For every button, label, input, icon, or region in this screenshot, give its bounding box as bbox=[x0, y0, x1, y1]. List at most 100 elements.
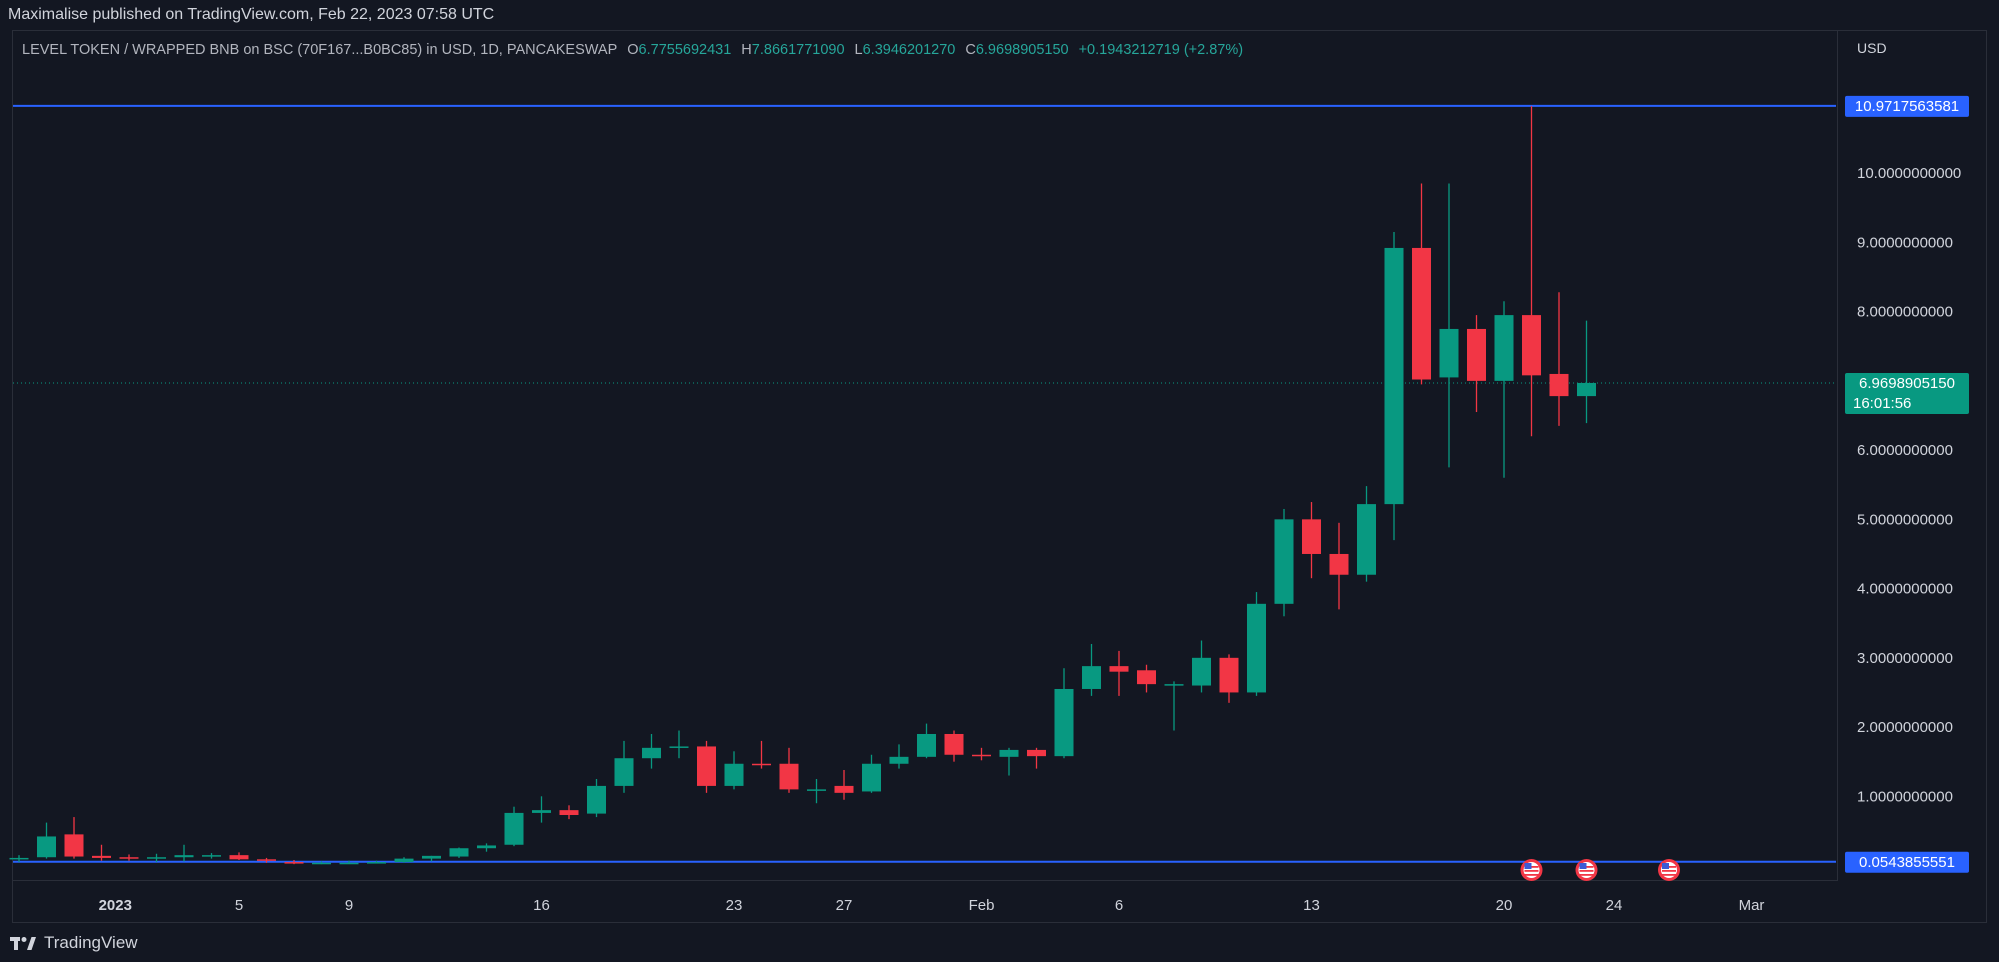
candle-body bbox=[1357, 504, 1376, 575]
time-axis-divider bbox=[13, 880, 1837, 881]
time-tick-label: 27 bbox=[836, 897, 853, 914]
time-tick-label: 2023 bbox=[99, 897, 132, 914]
time-tick-label: 23 bbox=[726, 897, 743, 914]
candle-body bbox=[1467, 328, 1486, 381]
candle-body bbox=[779, 763, 799, 790]
candle-body bbox=[1219, 657, 1239, 693]
candle-body bbox=[284, 862, 304, 864]
candle-body bbox=[1439, 328, 1459, 378]
bar-countdown-label: 16:01:56 bbox=[1853, 395, 1911, 412]
candle-body bbox=[9, 857, 29, 860]
horizontal-line-tag bbox=[1845, 851, 1969, 873]
price-tick-label: 4.0000000000 bbox=[1857, 581, 1953, 598]
candle-body bbox=[477, 845, 496, 849]
candle-body bbox=[752, 763, 771, 766]
candle-body bbox=[339, 862, 359, 865]
chart-legend: LEVEL TOKEN / WRAPPED BNB on BSC (70F167… bbox=[22, 42, 1243, 58]
candle-body bbox=[669, 746, 689, 748]
footer: TradingView bbox=[0, 923, 1999, 962]
price-tick-label: 8.0000000000 bbox=[1857, 304, 1953, 321]
horizontal-line-tag bbox=[1845, 95, 1969, 117]
candle-body bbox=[1522, 315, 1541, 376]
candle-body bbox=[229, 855, 249, 860]
candle-body bbox=[834, 785, 854, 793]
legend-close-label: C bbox=[965, 42, 976, 58]
candle-body bbox=[1247, 603, 1266, 693]
event-flag-stripe bbox=[1579, 874, 1594, 876]
candle-body bbox=[559, 810, 579, 815]
price-tick-label: 9.0000000000 bbox=[1857, 234, 1953, 251]
currency-label[interactable]: USD bbox=[1857, 40, 1887, 56]
candle-body bbox=[1302, 519, 1321, 554]
candle-body bbox=[999, 749, 1019, 757]
time-tick-label: 9 bbox=[345, 897, 353, 914]
price-tags: 10.9717563581 0.0543855551 6.9698905150 16:… bbox=[1845, 95, 1969, 873]
price-tick-label: 3.0000000000 bbox=[1857, 650, 1953, 667]
time-tick-label: 6 bbox=[1115, 897, 1123, 914]
candle-body bbox=[119, 857, 139, 859]
event-flag-stripe bbox=[1579, 870, 1594, 872]
candle-body bbox=[1164, 684, 1184, 686]
horizontal-line-label: 10.9717563581 bbox=[1855, 98, 1959, 115]
candle-body bbox=[1384, 247, 1404, 505]
candle-body bbox=[972, 754, 991, 757]
event-flag-stripe bbox=[1662, 870, 1676, 872]
candle-body bbox=[1054, 688, 1074, 757]
us-flag-event-icon[interactable] bbox=[1520, 859, 1543, 881]
candle-body bbox=[1549, 373, 1569, 397]
candle-body bbox=[642, 747, 661, 759]
time-tick-label: Feb bbox=[969, 897, 995, 914]
price-tick-label: 10.0000000000 bbox=[1857, 165, 1961, 182]
price-tick-label: 6.0000000000 bbox=[1857, 442, 1953, 459]
candle-body bbox=[312, 862, 331, 865]
footer-brand[interactable]: TradingView bbox=[44, 932, 138, 952]
candle-body bbox=[1027, 749, 1046, 757]
legend-low-value: 6.3946201270 bbox=[862, 42, 956, 58]
candle-body bbox=[1494, 315, 1514, 381]
candle-body bbox=[889, 756, 909, 764]
tradingview-logo-icon[interactable] bbox=[10, 935, 36, 951]
candle-body bbox=[697, 746, 716, 786]
candle-body bbox=[587, 785, 606, 814]
candle-body bbox=[92, 855, 111, 858]
candle-body bbox=[257, 859, 276, 861]
candle-body bbox=[862, 763, 881, 792]
candle-body bbox=[1274, 519, 1294, 604]
candle-body bbox=[202, 855, 221, 857]
event-flag-canton bbox=[1524, 863, 1532, 869]
price-tick-label: 1.0000000000 bbox=[1857, 788, 1953, 805]
candle-body bbox=[504, 812, 524, 845]
candle-body bbox=[37, 836, 56, 858]
candle-body bbox=[1412, 247, 1431, 380]
candle-body bbox=[1082, 666, 1101, 689]
candle-body bbox=[1577, 382, 1596, 397]
us-flag-event-icon[interactable] bbox=[1575, 859, 1598, 881]
candle-body bbox=[807, 789, 826, 791]
legend-low-label: L bbox=[854, 42, 863, 58]
horizontal-line-label: 0.0543855551 bbox=[1859, 854, 1955, 871]
candle-body bbox=[422, 855, 441, 859]
event-flag-canton bbox=[1662, 863, 1669, 869]
price-tick-label: 2.0000000000 bbox=[1857, 719, 1953, 736]
candle-body bbox=[1329, 553, 1349, 575]
candle-body bbox=[449, 848, 469, 857]
legend-symbol[interactable]: LEVEL TOKEN / WRAPPED BNB on BSC (70F167… bbox=[22, 42, 618, 58]
last-price-label: 6.9698905150 bbox=[1859, 375, 1955, 392]
candle-body bbox=[174, 855, 194, 858]
candles bbox=[9, 106, 1596, 865]
price-axis: 1.0000000000 2.0000000000 3.0000000000 4.00… bbox=[1857, 165, 1961, 805]
legend-close-value: 6.9698905150 bbox=[975, 42, 1069, 58]
event-flag-stripe bbox=[1662, 874, 1676, 876]
candle-body bbox=[147, 857, 166, 859]
candle-body bbox=[724, 763, 744, 786]
event-markers bbox=[1520, 859, 1680, 881]
time-tick-label: 24 bbox=[1606, 897, 1623, 914]
us-flag-event-icon[interactable] bbox=[1658, 859, 1680, 881]
event-flag-stripe bbox=[1524, 874, 1539, 876]
chart-frame[interactable] bbox=[12, 30, 1987, 923]
event-flag-canton bbox=[1579, 863, 1587, 869]
publish-line: Maximalise published on TradingView.com,… bbox=[8, 6, 495, 23]
price-axis-divider bbox=[1837, 31, 1838, 881]
candle-body bbox=[917, 733, 936, 757]
